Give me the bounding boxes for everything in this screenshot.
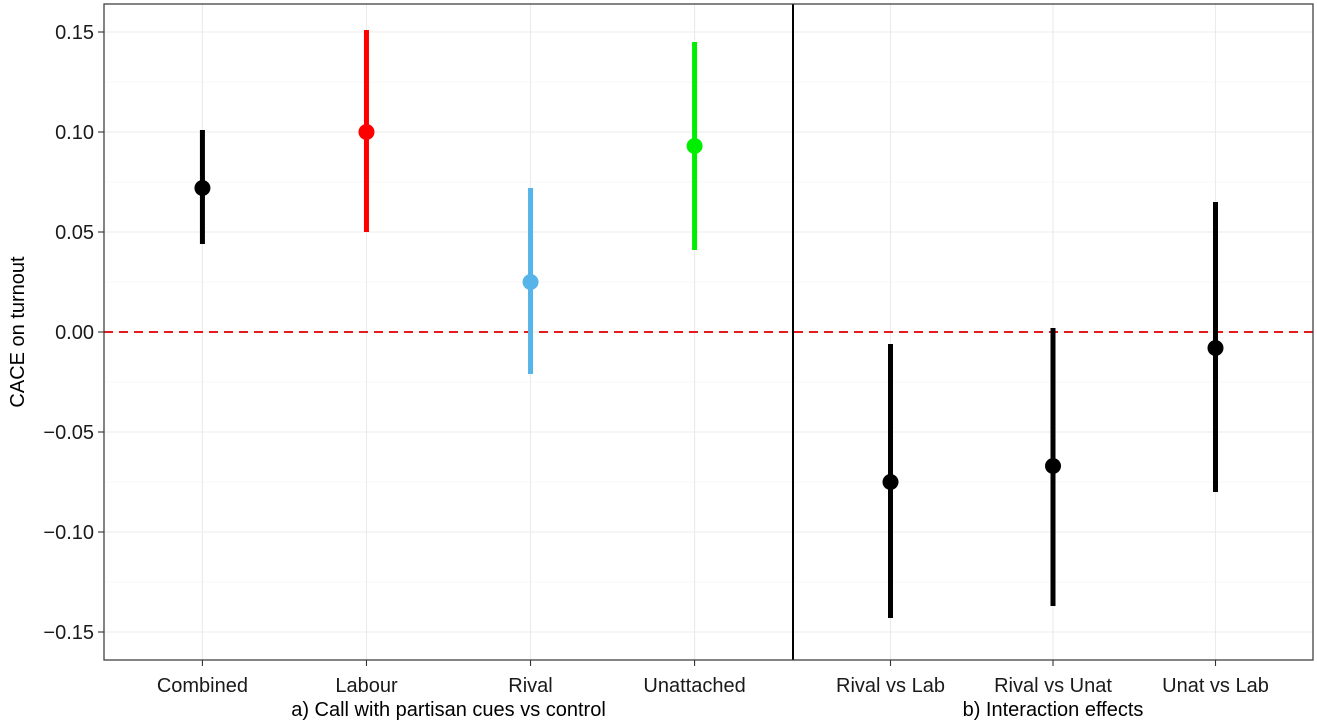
y-tick-label: 0.10 xyxy=(55,122,94,144)
x-tick-label: Combined xyxy=(157,675,248,697)
point-ranges xyxy=(194,30,1224,618)
x-tick-label: Rival vs Unat xyxy=(994,675,1112,697)
point-estimate xyxy=(882,474,899,490)
point-estimate xyxy=(522,274,539,290)
y-tick-label: −0.05 xyxy=(43,422,94,444)
point-estimate xyxy=(194,180,211,196)
x-tick-label: Unat vs Lab xyxy=(1162,675,1269,697)
point-estimate xyxy=(1207,340,1224,356)
y-tick-label: −0.10 xyxy=(43,522,94,544)
y-tick-label: 0.00 xyxy=(55,322,94,344)
x-tick-label: Unattached xyxy=(643,675,745,697)
group-label-b: b) Interaction effects xyxy=(963,699,1144,721)
group-label-a: a) Call with partisan cues vs control xyxy=(291,699,606,721)
y-tick-label: 0.05 xyxy=(55,222,94,244)
y-axis-title: CACE on turnout xyxy=(7,256,29,408)
point-estimate xyxy=(358,124,375,140)
y-tick-label: −0.15 xyxy=(43,622,94,644)
x-tick-label: Rival xyxy=(508,675,552,697)
x-tick-label: Labour xyxy=(335,675,398,697)
x-tick-label: Rival vs Lab xyxy=(836,675,945,697)
axes: 0.15 0.10 0.05 0.00 −0.05 −0.10 −0.15 Combined L… xyxy=(43,22,1268,697)
y-tick-label: 0.15 xyxy=(55,22,94,44)
point-estimate xyxy=(1045,458,1061,474)
point-estimate xyxy=(686,138,703,154)
